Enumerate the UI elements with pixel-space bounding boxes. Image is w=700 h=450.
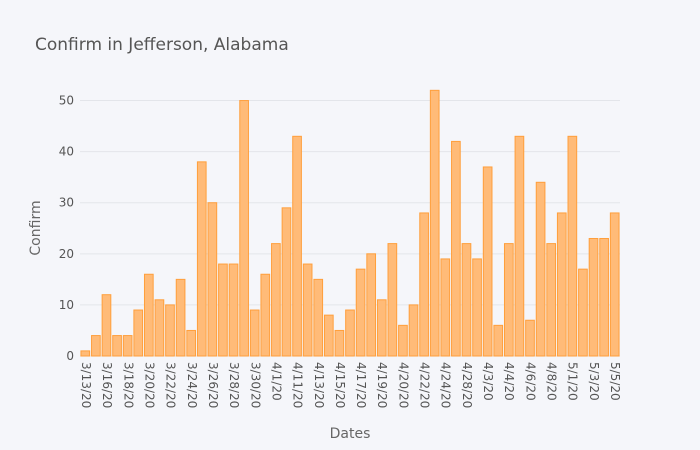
- x-tick-label: 4/3/20: [481, 362, 495, 401]
- bar[interactable]: [175, 278, 186, 357]
- x-tick-label: 4/28/20: [460, 362, 474, 408]
- y-axis-ticks: 0 10 20 30 40 50: [59, 94, 74, 363]
- bar[interactable]: [451, 140, 461, 357]
- bar[interactable]: [588, 237, 599, 357]
- bar[interactable]: [408, 304, 419, 357]
- bar[interactable]: [260, 273, 271, 357]
- bar[interactable]: [186, 329, 197, 357]
- bar[interactable]: [556, 212, 567, 357]
- bar[interactable]: [514, 135, 525, 357]
- x-tick-label: 4/4/20: [502, 362, 516, 401]
- x-tick-label: 3/20/20: [142, 362, 156, 408]
- x-tick-label: 3/22/20: [164, 362, 178, 408]
- bar[interactable]: [546, 243, 557, 357]
- bar[interactable]: [567, 135, 578, 357]
- x-tick-label: 3/30/20: [248, 362, 262, 408]
- bar[interactable]: [429, 89, 440, 357]
- x-tick-label: 4/1/20: [269, 362, 283, 401]
- bar[interactable]: [218, 263, 228, 357]
- bar[interactable]: [228, 263, 239, 357]
- x-tick-label: 3/13/20: [79, 362, 93, 408]
- bar[interactable]: [302, 263, 313, 357]
- x-tick-label: 4/24/20: [439, 362, 453, 408]
- bar[interactable]: [281, 207, 292, 357]
- x-tick-label: 3/16/20: [100, 362, 114, 408]
- bar[interactable]: [334, 329, 345, 357]
- y-axis-title: Confirm: [28, 200, 44, 255]
- bar[interactable]: [440, 258, 451, 357]
- bar[interactable]: [535, 181, 546, 357]
- bar[interactable]: [387, 243, 398, 357]
- bar[interactable]: [609, 212, 620, 357]
- x-tick-label: 4/17/20: [354, 362, 368, 408]
- bar[interactable]: [80, 350, 91, 357]
- bar[interactable]: [366, 253, 377, 357]
- x-tick-label: 3/18/20: [121, 362, 135, 408]
- x-tick-label: 4/11/20: [291, 362, 305, 408]
- bar[interactable]: [112, 335, 122, 357]
- x-tick-label: 3/24/20: [185, 362, 199, 408]
- bar[interactable]: [122, 335, 133, 357]
- bar[interactable]: [355, 268, 366, 357]
- x-tick-label: 4/19/20: [375, 362, 389, 408]
- bars-layer: [80, 89, 620, 357]
- chart-title: Confirm in Jefferson, Alabama: [35, 35, 289, 55]
- bar[interactable]: [91, 335, 101, 357]
- x-axis-title: Dates: [330, 426, 371, 442]
- x-tick-label: 4/13/20: [312, 362, 326, 408]
- bar[interactable]: [482, 166, 493, 357]
- bar[interactable]: [196, 161, 207, 357]
- bar[interactable]: [271, 243, 281, 357]
- bar[interactable]: [165, 304, 175, 357]
- bar[interactable]: [525, 319, 535, 357]
- y-tick-label: 40: [59, 145, 74, 159]
- y-tick-label: 50: [59, 94, 74, 108]
- x-tick-label: 5/3/20: [587, 362, 601, 401]
- x-tick-label: 4/6/20: [523, 362, 537, 401]
- bar[interactable]: [503, 243, 514, 357]
- x-tick-label: 5/1/20: [566, 362, 580, 401]
- bar[interactable]: [493, 324, 504, 357]
- bar[interactable]: [376, 299, 387, 357]
- bar[interactable]: [249, 309, 260, 357]
- x-axis-ticks: 3/13/20 3/16/20 3/18/20 3/20/20 3/22/20 3/24/…: [79, 362, 622, 408]
- bar[interactable]: [345, 309, 355, 357]
- bar[interactable]: [599, 237, 609, 357]
- y-tick-label: 0: [66, 349, 74, 363]
- bar[interactable]: [578, 268, 588, 357]
- y-tick-label: 10: [59, 298, 74, 312]
- bar[interactable]: [292, 135, 302, 357]
- bar[interactable]: [398, 324, 408, 357]
- bar[interactable]: [207, 202, 218, 357]
- x-tick-label: 4/15/20: [333, 362, 347, 408]
- x-tick-label: 5/5/20: [608, 362, 622, 401]
- y-tick-label: 20: [59, 247, 74, 261]
- x-tick-label: 4/20/20: [396, 362, 410, 408]
- bar[interactable]: [472, 258, 482, 357]
- x-tick-label: 4/8/20: [545, 362, 559, 401]
- x-tick-label: 3/28/20: [227, 362, 241, 408]
- bar[interactable]: [419, 212, 429, 357]
- bar[interactable]: [323, 314, 334, 357]
- bar[interactable]: [133, 309, 144, 357]
- bar[interactable]: [154, 299, 165, 357]
- bar[interactable]: [101, 294, 112, 357]
- x-tick-label: 3/26/20: [206, 362, 220, 408]
- bar[interactable]: [313, 278, 324, 357]
- bar[interactable]: [461, 243, 472, 357]
- bar[interactable]: [143, 273, 154, 357]
- bar[interactable]: [239, 100, 249, 357]
- x-tick-label: 4/22/20: [418, 362, 432, 408]
- y-tick-label: 30: [59, 196, 74, 210]
